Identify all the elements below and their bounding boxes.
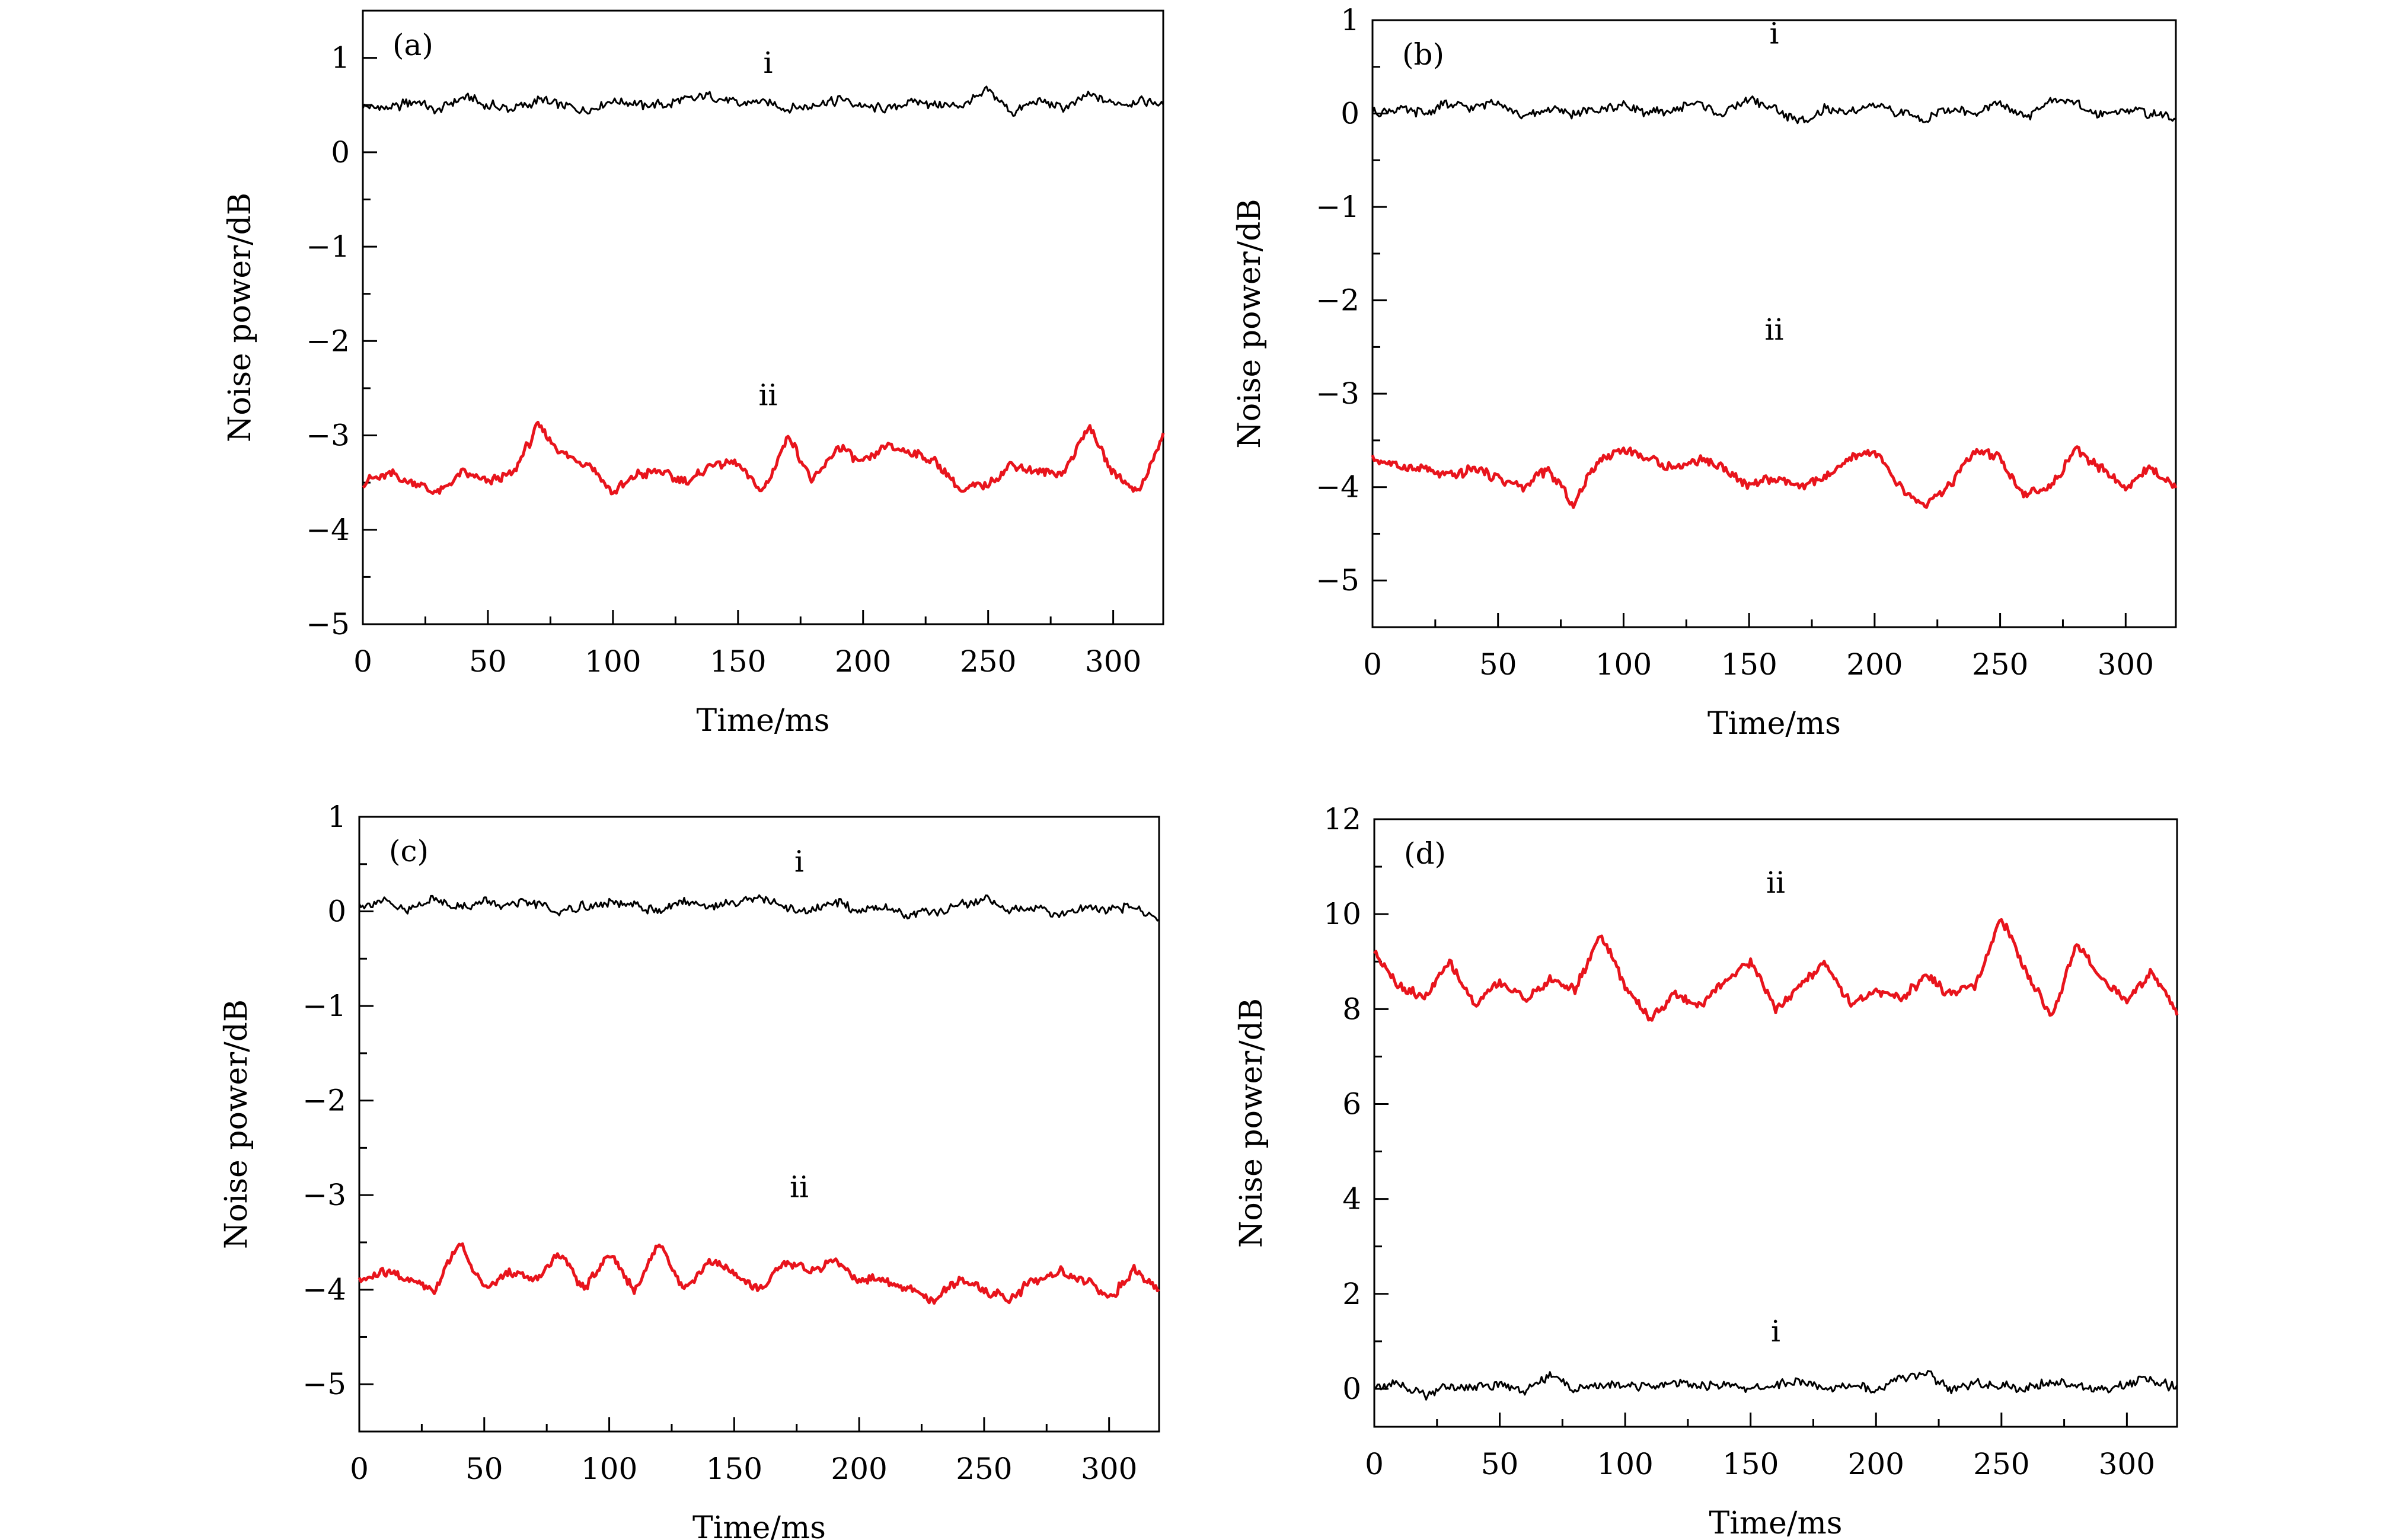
- y-tick-label: −5: [306, 607, 350, 641]
- y-tick-label: −5: [302, 1367, 346, 1401]
- series-label-i: i: [794, 845, 804, 879]
- panel-c: 0 50 100 150 200 250 300 −5 −4 −3 −2 −1 0 1 Time/ms Noi…: [219, 800, 1160, 1540]
- y-tick-label: −4: [302, 1273, 346, 1307]
- x-tick-label: 50: [465, 1452, 503, 1486]
- panel-b: 0 50 100 150 200 250 300 −5 −4 −3 −2 −1 0 1 Time/ms Noi…: [1232, 3, 2178, 742]
- panel-a: 0 50 100 150 200 250 300 −5 −4 −3 −2 −1 0 1 Time/ms Noi…: [222, 9, 1165, 739]
- y-tick-label: 4: [1342, 1182, 1361, 1216]
- series-label-i: i: [1770, 16, 1779, 50]
- y-tick-label: 12: [1323, 802, 1361, 836]
- series-line-ii: [362, 420, 1165, 496]
- panel-tag: (b): [1402, 37, 1444, 72]
- y-tick-label: −1: [306, 229, 350, 264]
- series-label-ii: ii: [790, 1170, 809, 1204]
- series-line-ii: [1371, 445, 2178, 509]
- series-label-ii: ii: [758, 378, 777, 413]
- x-tick-label: 100: [1595, 647, 1652, 682]
- x-axis-title: Time/ms: [697, 703, 830, 739]
- plot-frame: [1371, 19, 2177, 628]
- x-tick-label: 100: [585, 644, 641, 679]
- x-tick-label: 50: [1481, 1447, 1519, 1481]
- series-label-ii: ii: [1766, 865, 1785, 900]
- panel-tag: (c): [389, 834, 429, 868]
- x-tick-label: 200: [1848, 1447, 1904, 1481]
- series-line-i: [1374, 1370, 2178, 1401]
- y-tick-label: 1: [327, 800, 346, 834]
- x-tick-label: 250: [956, 1452, 1012, 1486]
- series-line-ii: [1373, 918, 2179, 1022]
- x-tick-label: 300: [2099, 1447, 2155, 1481]
- panel-tag: (a): [392, 28, 433, 62]
- x-tick-label: 0: [350, 1452, 369, 1486]
- x-tick-label: 250: [1972, 647, 2028, 682]
- x-tick-label: 150: [706, 1452, 762, 1486]
- y-tick-label: 0: [327, 894, 346, 929]
- x-axis-title: Time/ms: [692, 1510, 826, 1540]
- x-tick-label: 300: [1081, 1452, 1137, 1486]
- y-axis-title: Noise power/dB: [1232, 199, 1268, 448]
- y-tick-label: 2: [1342, 1277, 1361, 1311]
- x-tick-label: 300: [2098, 647, 2154, 682]
- x-tick-label: 250: [960, 644, 1016, 679]
- plot-frame: [358, 816, 1160, 1433]
- y-tick-label: −4: [1316, 470, 1359, 504]
- y-tick-label: 1: [331, 41, 350, 75]
- x-axis-title: Time/ms: [1709, 1506, 1843, 1540]
- plot-frame: [1373, 818, 2178, 1428]
- y-tick-label: 0: [1342, 1372, 1361, 1406]
- y-tick-label: −3: [302, 1178, 346, 1212]
- y-tick-label: 10: [1323, 897, 1361, 931]
- series-line-ii: [358, 1242, 1160, 1305]
- y-tick-label: 1: [1340, 3, 1359, 37]
- y-tick-label: 0: [1340, 97, 1359, 131]
- y-tick-label: −5: [1316, 563, 1359, 598]
- x-tick-label: 200: [831, 1452, 887, 1486]
- y-tick-label: 8: [1342, 992, 1361, 1026]
- series-line-i: [362, 85, 1164, 117]
- x-tick-label: 200: [835, 644, 891, 679]
- y-tick-label: −2: [302, 1084, 346, 1118]
- y-tick-label: −2: [1316, 283, 1359, 318]
- x-tick-label: 0: [353, 644, 372, 679]
- y-tick-label: −3: [306, 418, 350, 453]
- x-tick-label: 50: [469, 644, 507, 679]
- x-axis-title: Time/ms: [1707, 706, 1841, 742]
- y-axis-title: Noise power/dB: [222, 193, 258, 442]
- x-tick-label: 100: [1597, 1447, 1653, 1481]
- series-line-i: [1371, 95, 2176, 124]
- x-tick-label: 0: [1365, 1447, 1384, 1481]
- series-label-ii: ii: [1765, 312, 1784, 347]
- y-tick-label: −4: [306, 513, 350, 547]
- y-tick-label: −2: [306, 324, 350, 358]
- x-tick-label: 100: [581, 1452, 637, 1486]
- x-tick-label: 150: [710, 644, 766, 679]
- x-tick-label: 150: [1721, 647, 1777, 682]
- x-tick-label: 50: [1479, 647, 1517, 682]
- x-tick-label: 250: [1973, 1447, 2029, 1481]
- series-label-i: i: [763, 46, 773, 80]
- y-tick-label: −1: [1316, 190, 1359, 224]
- panel-tag: (d): [1404, 836, 1446, 871]
- panel-d: 0 50 100 150 200 250 300 0 2 4 6 8 10 12 Time/ms Noise …: [1234, 802, 2179, 1540]
- series-label-i: i: [1771, 1314, 1780, 1349]
- y-tick-label: 6: [1342, 1087, 1361, 1121]
- x-tick-label: 200: [1846, 647, 1903, 682]
- y-tick-label: −1: [302, 989, 346, 1023]
- series-line-i: [358, 894, 1160, 922]
- y-tick-label: 0: [331, 135, 350, 170]
- y-axis-title: Noise power/dB: [1234, 998, 1269, 1248]
- plot-frame: [362, 9, 1164, 625]
- x-tick-label: 300: [1085, 644, 1141, 679]
- x-tick-label: 0: [1363, 647, 1382, 682]
- x-tick-label: 150: [1722, 1447, 1779, 1481]
- y-tick-label: −3: [1316, 376, 1359, 411]
- y-axis-title: Noise power/dB: [219, 999, 254, 1249]
